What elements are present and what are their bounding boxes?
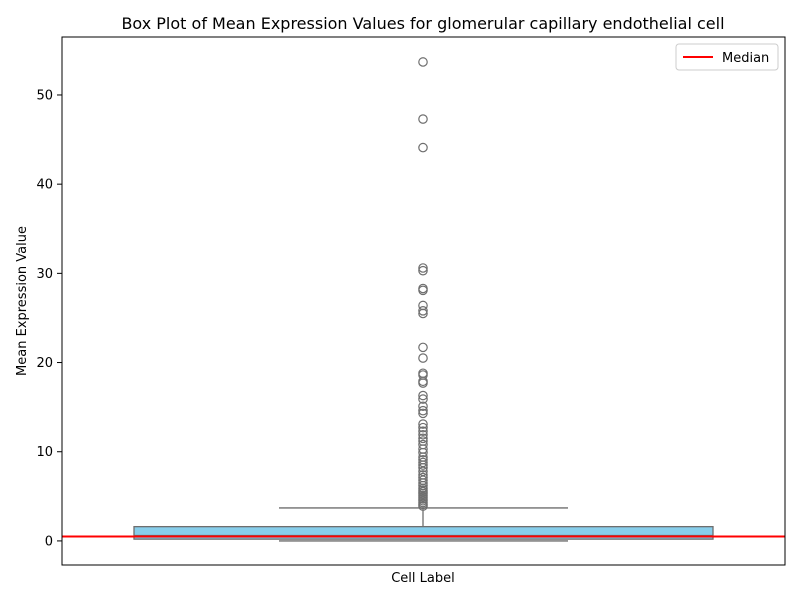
- outlier-point: [419, 343, 427, 351]
- legend: Median: [676, 44, 778, 70]
- outlier-point: [419, 58, 427, 66]
- x-axis-label: Cell Label: [391, 571, 455, 586]
- plot-area: [62, 58, 785, 541]
- outlier-point: [419, 354, 427, 362]
- y-tick-label: 0: [45, 534, 53, 549]
- legend-median-label: Median: [722, 51, 769, 66]
- outlier-point: [419, 143, 427, 151]
- outlier-point: [419, 115, 427, 123]
- y-tick-label: 30: [36, 267, 53, 282]
- y-tick-label: 50: [36, 88, 53, 103]
- y-tick-label: 20: [36, 356, 53, 371]
- y-axis-label: Mean Expression Value: [15, 226, 30, 376]
- y-tick-label: 10: [36, 445, 53, 460]
- y-tick-label: 40: [36, 178, 53, 193]
- y-axis: 0 10 20 30 40 50: [36, 37, 785, 565]
- chart-title: Box Plot of Mean Expression Values for g…: [121, 14, 724, 33]
